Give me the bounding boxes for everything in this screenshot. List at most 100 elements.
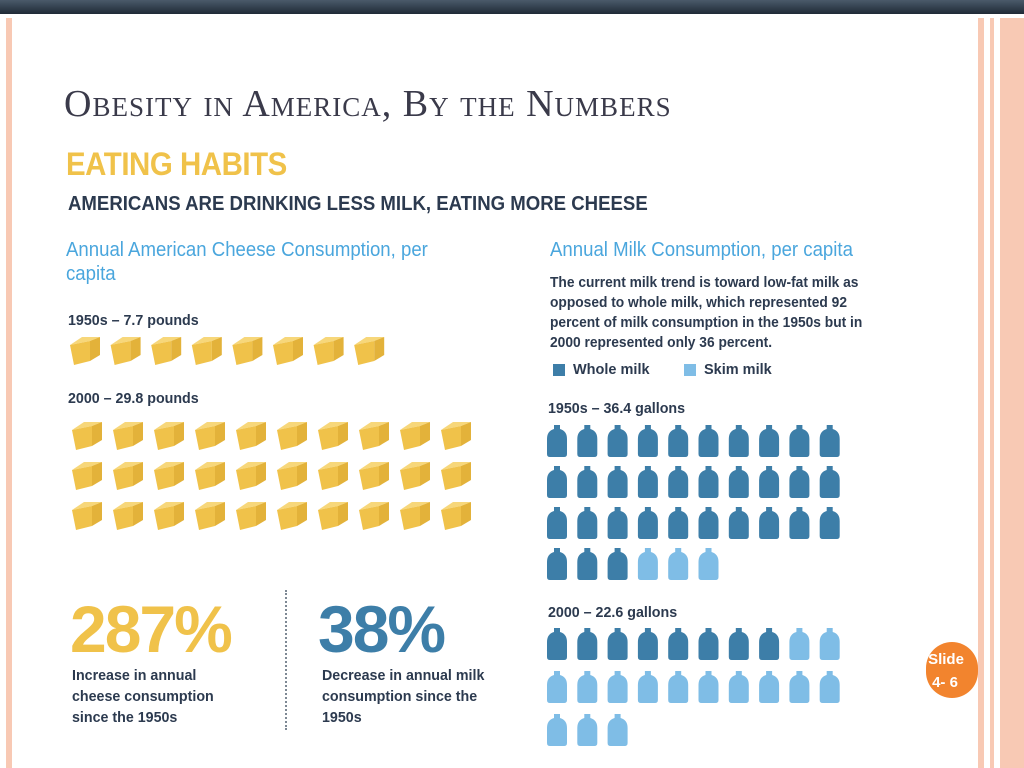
cheese-wedge-icon (400, 462, 430, 490)
cheese-wedge-icon (277, 502, 307, 530)
cheese-wedge-icon (232, 337, 263, 365)
whole-milk-jug-icon (547, 628, 567, 660)
legend-whole-label: Whole milk (573, 362, 650, 378)
infographic-subheading: AMERICANS ARE DRINKING LESS MILK, EATING… (68, 193, 648, 215)
cheese-wedge-icon (277, 462, 307, 490)
cheese-wedge-icon (359, 502, 389, 530)
whole-milk-jug-icon (728, 425, 749, 457)
skim-milk-jug-icon (759, 671, 780, 703)
milk-stat-description: Decrease in annual milk consumption sinc… (322, 667, 485, 726)
milk-1950s-label: 1950s – 36.4 gallons (548, 400, 686, 417)
cheese-wedge-icon (72, 422, 102, 450)
cheese-wedge-icon (236, 462, 266, 490)
cheese-wedge-icon (113, 422, 143, 450)
cheese-wedge-icon (354, 337, 385, 365)
skim-milk-jug-icon (547, 714, 567, 746)
whole-milk-jug-icon (547, 425, 567, 457)
cheese-stat-description: Increase in annual cheese consumption si… (72, 667, 214, 726)
milk-2000-label: 2000 – 22.6 gallons (548, 604, 678, 621)
whole-milk-jug-icon (789, 466, 810, 498)
cheese-wedge-icon (318, 502, 348, 530)
skim-milk-jug-icon (637, 671, 658, 703)
right-border-line (978, 18, 984, 768)
slide-badge-line1: Slide (928, 651, 964, 668)
whole-milk-jug-icon (819, 466, 840, 498)
whole-milk-jug-icon (759, 466, 780, 498)
cheese-wedge-icon (70, 337, 100, 365)
legend-skim-label: Skim milk (704, 362, 772, 378)
milk-chart-title: Annual Milk Consumption, per capita (550, 239, 853, 261)
right-border-line (990, 18, 994, 768)
cheese-wedge-icon (441, 502, 471, 530)
whole-milk-jug-icon (637, 628, 658, 660)
whole-milk-jug-icon (577, 425, 598, 457)
whole-milk-jug-icon (637, 507, 658, 539)
cheese-wedge-icon (359, 462, 389, 490)
whole-milk-jug-icon (698, 507, 719, 539)
whole-milk-jug-icon (577, 466, 598, 498)
whole-milk-jug-icon (789, 507, 810, 539)
whole-milk-jug-icon (577, 548, 598, 580)
skim-milk-jug-icon (668, 671, 689, 703)
infographic-heading: EATING HABITS (66, 146, 287, 182)
whole-milk-jug-icon (698, 466, 719, 498)
whole-milk-jug-icon (668, 466, 689, 498)
cheese-wedge-icon (273, 337, 303, 365)
cheese-stat-value: 287% (70, 592, 233, 666)
cheese-2000-label: 2000 – 29.8 pounds (68, 390, 199, 407)
cheese-wedge-icon (113, 502, 143, 530)
whole-milk-jug-icon (728, 628, 749, 660)
whole-milk-jug-icon (607, 466, 628, 498)
cheese-wedge-icon (400, 502, 430, 530)
skim-milk-jug-icon (547, 671, 567, 703)
whole-milk-jug-icon (668, 628, 689, 660)
whole-milk-jug-icon (789, 425, 810, 457)
whole-milk-jug-icon (728, 507, 749, 539)
cheese-wedge-icon (154, 462, 184, 490)
cheese-wedge-icon (236, 502, 266, 530)
whole-milk-jug-icon (637, 466, 658, 498)
cheese-wedge-icon (110, 337, 141, 365)
cheese-wedge-icon (195, 422, 225, 450)
whole-milk-jug-icon (607, 548, 628, 580)
whole-milk-jug-icon (577, 628, 598, 660)
skim-milk-jug-icon (607, 671, 628, 703)
skim-milk-jug-icon (607, 714, 628, 746)
cheese-wedge-icon (400, 422, 430, 450)
cheese-wedge-icon (441, 422, 471, 450)
cheese-wedge-icon (154, 422, 184, 450)
whole-milk-jug-icon (547, 548, 567, 580)
milk-description: The current milk trend is toward low-fat… (550, 275, 863, 351)
cheese-chart-title: Annual American Cheese Consumption, per … (66, 239, 428, 285)
cheese-wedge-icon (441, 462, 471, 490)
slide-number-badge: Slide 4- 6 (926, 642, 978, 698)
stat-divider (285, 590, 287, 730)
skim-milk-jug-icon (637, 548, 658, 580)
whole-milk-jug-icon (698, 425, 719, 457)
slide-badge-line2: 4- 6 (932, 674, 958, 691)
whole-milk-jug-icon (607, 425, 628, 457)
whole-milk-jug-icon (759, 628, 780, 660)
whole-milk-jug-icon (607, 628, 628, 660)
cheese-wedge-icon (191, 337, 222, 365)
skim-milk-jug-icon (789, 628, 810, 660)
cheese-wedge-icon (195, 462, 225, 490)
legend-whole-milk: Whole milk (553, 362, 650, 378)
cheese-wedge-icon (318, 462, 348, 490)
whole-milk-jug-icon (819, 425, 840, 457)
cheese-wedge-icon (236, 422, 266, 450)
cheese-wedge-icon (154, 502, 184, 530)
cheese-1950s-label: 1950s – 7.7 pounds (68, 312, 199, 329)
slide-title: Obesity in America, By the Numbers (64, 83, 672, 125)
left-border-line (6, 18, 12, 768)
whole-milk-jug-icon (698, 628, 719, 660)
whole-milk-jug-icon (668, 507, 689, 539)
cheese-wedge-icon (72, 502, 102, 530)
cheese-wedge-icon (277, 422, 307, 450)
whole-milk-jug-icon (547, 466, 567, 498)
skim-milk-jug-icon (577, 671, 598, 703)
legend-whole-swatch (553, 364, 565, 376)
cheese-wedge-icon (151, 337, 182, 365)
skim-milk-jug-icon (789, 671, 810, 703)
